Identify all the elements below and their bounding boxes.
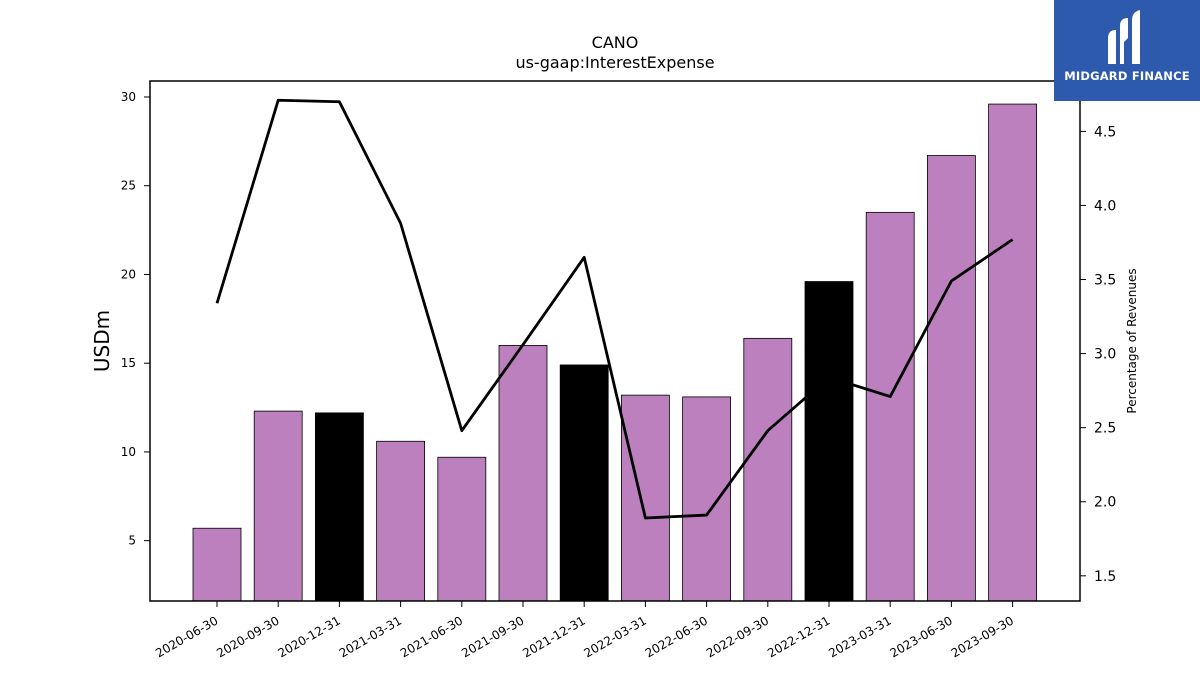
bar-2022-12-31 [804, 281, 854, 602]
x-tick-label: 2021-09-30 [459, 613, 526, 660]
bar-2021-06-30 [437, 456, 487, 602]
y-tick-label-left: 5 [128, 534, 136, 548]
x-tick-label: 2023-06-30 [887, 613, 954, 660]
y-axis-label-left: USDm [90, 310, 114, 372]
bar-2022-03-31 [621, 394, 670, 602]
bar-2020-09-30 [253, 410, 303, 602]
y-tick-label-left: 30 [121, 90, 136, 104]
y-tick-label-left: 25 [121, 179, 136, 193]
chart-title: CANO [592, 33, 639, 52]
y-tick-label-right: 3.0 [1094, 347, 1116, 363]
midgard-logo-icon [1108, 10, 1140, 64]
y-tick-label-right: 2.0 [1094, 495, 1116, 511]
x-tick-label: 2022-03-31 [581, 613, 648, 660]
x-tick-label: 2022-06-30 [643, 613, 710, 660]
midgard-finance-logo: MIDGARD FINANCE [1054, 0, 1200, 101]
line-series [215, 98, 1014, 520]
x-tick-label: 2022-12-31 [765, 613, 832, 660]
x-tick-label: 2021-03-31 [337, 613, 404, 660]
x-tick-label: 2023-09-30 [949, 613, 1016, 660]
logo-text: MIDGARD FINANCE [1064, 69, 1190, 83]
y-tick-label-left: 15 [121, 356, 136, 370]
y-tick-label-right: 3.5 [1094, 273, 1116, 289]
y-tick-label-right: 1.5 [1094, 569, 1116, 585]
x-tick-label: 2023-03-31 [826, 613, 893, 660]
y-axis-label-right: Percentage of Revenues [1125, 268, 1139, 413]
x-tick-label: 2022-09-30 [704, 613, 771, 660]
bar-2021-09-30 [498, 345, 548, 602]
bar-2023-03-31 [865, 211, 915, 602]
x-tick-label: 2020-09-30 [214, 613, 281, 660]
bar-2022-09-30 [743, 337, 793, 602]
bar-series [192, 103, 1037, 602]
plot-frame [149, 80, 1081, 602]
y-tick-label-right: 4.0 [1094, 198, 1116, 214]
bar-2022-06-30 [682, 396, 731, 602]
percentage-line [215, 98, 1014, 520]
x-tick-label: 2020-06-30 [153, 613, 220, 660]
bar-2021-03-31 [376, 440, 426, 602]
y-tick-label-left: 20 [121, 267, 136, 281]
y-tick-label-right: 2.5 [1094, 421, 1116, 437]
x-tick-label: 2021-12-31 [520, 613, 587, 660]
bar-2023-06-30 [927, 155, 976, 602]
bar-2020-12-31 [314, 412, 364, 602]
x-tick-label: 2020-12-31 [275, 613, 342, 660]
bar-2020-06-30 [192, 527, 242, 602]
y-tick-label-left: 10 [121, 445, 136, 459]
y-tick-label-right: 4.5 [1094, 124, 1116, 140]
x-tick-label: 2021-06-30 [398, 613, 465, 660]
bar-2023-09-30 [988, 103, 1037, 602]
chart-subtitle: us-gaap:InterestExpense [515, 53, 714, 72]
bar-2021-12-31 [559, 364, 609, 602]
